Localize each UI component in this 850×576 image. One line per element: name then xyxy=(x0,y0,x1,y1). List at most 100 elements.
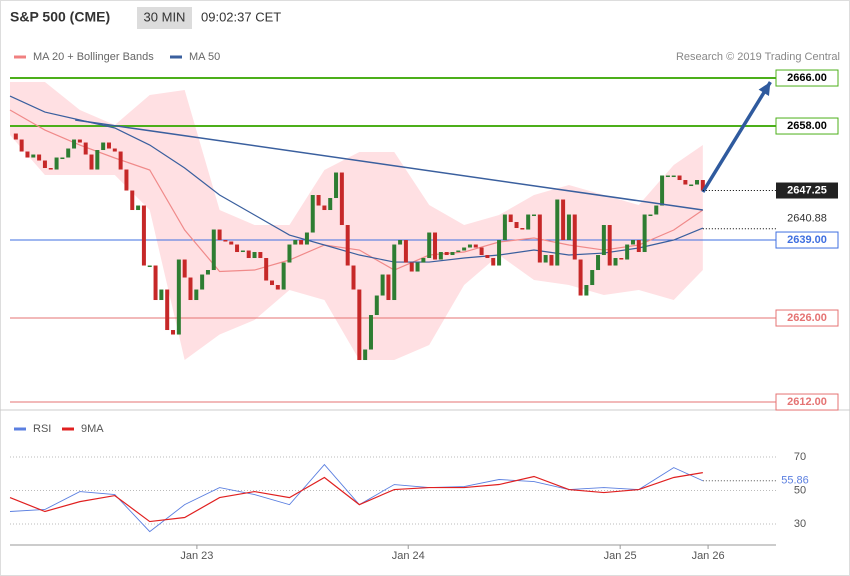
candle xyxy=(665,175,670,178)
candle xyxy=(48,168,53,170)
candle xyxy=(316,195,321,206)
bollinger-band xyxy=(10,82,703,361)
y-tick-label: 30 xyxy=(794,518,806,530)
interval-box xyxy=(137,7,192,29)
candle xyxy=(642,214,647,253)
legend-label: MA 20 + Bollinger Bands xyxy=(33,51,154,63)
candle xyxy=(171,330,176,335)
candle xyxy=(19,139,24,152)
candle xyxy=(531,214,536,217)
candle xyxy=(217,229,222,241)
candle xyxy=(328,198,333,211)
candle xyxy=(415,262,420,272)
candle xyxy=(31,154,36,158)
candle xyxy=(660,175,665,206)
level-label: 2612.00 xyxy=(787,396,827,408)
candle xyxy=(293,240,298,245)
candle xyxy=(630,240,635,245)
level-label: 2639.00 xyxy=(787,234,827,246)
candle xyxy=(264,258,269,281)
candle xyxy=(444,252,449,256)
candle xyxy=(613,258,618,266)
candle xyxy=(37,154,42,161)
candle xyxy=(403,240,408,263)
candle xyxy=(345,225,350,266)
candle xyxy=(636,240,641,253)
candle xyxy=(89,154,94,170)
candle xyxy=(427,232,432,259)
candle xyxy=(549,255,554,266)
last-price-label: 2647.25 xyxy=(787,184,827,196)
candle xyxy=(188,277,193,301)
x-tick-label: Jan 23 xyxy=(180,550,213,562)
candle xyxy=(421,258,426,263)
candle xyxy=(339,172,344,226)
candle xyxy=(275,285,280,290)
ma-value-label: 2640.88 xyxy=(787,213,827,225)
candle xyxy=(147,265,152,268)
candle xyxy=(561,199,566,241)
x-tick-label: Jan 25 xyxy=(604,550,637,562)
candle xyxy=(572,214,577,260)
candle xyxy=(72,139,77,149)
candle xyxy=(590,270,595,286)
candle xyxy=(334,172,339,199)
candle xyxy=(398,240,403,245)
level-label-box xyxy=(775,69,839,87)
legend-label: RSI xyxy=(33,423,51,435)
legend-label: MA 50 xyxy=(189,51,220,63)
last-price-box xyxy=(776,182,838,199)
candle xyxy=(467,244,472,248)
candle xyxy=(386,274,391,301)
candle xyxy=(502,214,507,241)
candle xyxy=(176,259,181,335)
candle xyxy=(223,240,228,242)
candle xyxy=(491,258,496,266)
candle xyxy=(695,180,700,185)
level-label: 2626.00 xyxy=(787,312,827,324)
candle xyxy=(130,190,135,211)
legend-label: 9MA xyxy=(81,423,104,435)
candle xyxy=(596,255,601,271)
y-tick-label: 70 xyxy=(794,451,806,463)
level-label: 2666.00 xyxy=(787,72,827,84)
candle xyxy=(368,315,373,350)
candle xyxy=(194,289,199,301)
candle xyxy=(462,247,467,251)
candle xyxy=(654,205,659,215)
candle xyxy=(165,289,170,331)
candle xyxy=(351,265,356,290)
candle xyxy=(497,240,502,266)
candle xyxy=(182,259,187,278)
candle xyxy=(229,241,234,245)
candle xyxy=(555,199,560,266)
candle xyxy=(25,151,30,158)
candle xyxy=(526,214,531,230)
candle xyxy=(153,265,158,301)
candle xyxy=(77,139,82,143)
forecast-arrow xyxy=(701,81,772,193)
last-value-label: 55.86 xyxy=(781,475,809,487)
candle xyxy=(683,180,688,185)
level-label-box xyxy=(775,231,839,249)
candle xyxy=(520,228,525,230)
candle xyxy=(479,247,484,256)
candle xyxy=(473,244,478,248)
candle xyxy=(537,214,542,263)
candle xyxy=(409,262,414,272)
trendline xyxy=(75,119,703,211)
candle xyxy=(450,252,455,256)
candle xyxy=(252,252,257,259)
candle xyxy=(60,157,65,160)
level-label-box xyxy=(775,393,839,411)
candle xyxy=(619,258,624,260)
candle xyxy=(200,274,205,290)
arrow-head xyxy=(758,82,771,96)
candle xyxy=(269,280,274,286)
candle xyxy=(83,142,88,155)
candle xyxy=(607,225,612,266)
line xyxy=(9,472,703,523)
chart-title: S&P 500 (CME) xyxy=(10,9,110,25)
candle xyxy=(106,142,111,149)
